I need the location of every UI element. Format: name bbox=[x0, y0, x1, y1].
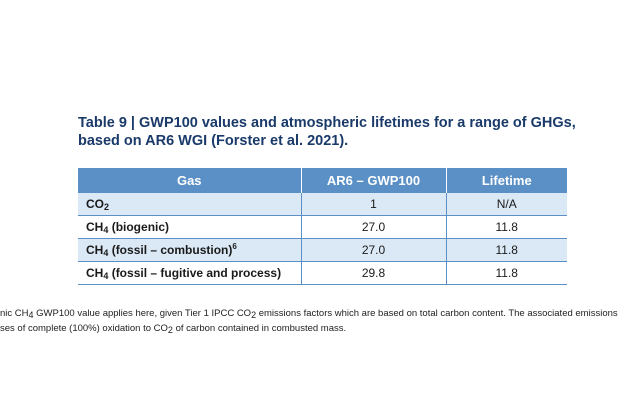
table-row: CH4 (fossil – combustion)6 27.0 11.8 bbox=[78, 238, 567, 262]
gas-cell: CH4 (biogenic) bbox=[78, 215, 302, 239]
footnote-line-1: nic CH4 GWP100 value applies here, given… bbox=[0, 307, 640, 322]
table-caption: Table 9 | GWP100 values and atmospheric … bbox=[78, 114, 618, 150]
gas-footnote-ref: 6 bbox=[232, 242, 237, 251]
caption-line-1: Table 9 | GWP100 values and atmospheric … bbox=[78, 115, 576, 131]
gas-name: CO bbox=[86, 197, 104, 211]
gas-subscript: 2 bbox=[104, 202, 110, 212]
gas-cell: CH4 (fossil – fugitive and process) bbox=[78, 261, 302, 285]
gwp-cell: 29.8 bbox=[301, 261, 447, 285]
gwp-cell: 27.0 bbox=[301, 215, 447, 239]
footnote-fragment: emissions factors which are based on tot… bbox=[256, 308, 618, 319]
footnote-text: nic CH4 GWP100 value applies here, given… bbox=[0, 307, 640, 337]
table-row: CO2 1 N/A bbox=[78, 193, 567, 216]
footnote-fragment: of carbon contained in combusted mass. bbox=[172, 323, 347, 334]
gas-qualifier: (fossil – fugitive and process) bbox=[108, 266, 282, 280]
lifetime-cell: 11.8 bbox=[446, 238, 567, 262]
gas-name: CH bbox=[86, 220, 104, 234]
gas-subscript: 4 bbox=[103, 271, 109, 281]
footnote-fragment: GWP100 value applies here, given Tier 1 … bbox=[33, 308, 252, 319]
footnote-line-2: ses of complete (100%) oxidation to CO2 … bbox=[0, 322, 640, 337]
table-row: CH4 (fossil – fugitive and process) 29.8… bbox=[78, 261, 567, 285]
footnote-fragment: ses of complete (100%) oxidation to CO bbox=[0, 323, 168, 334]
footnote-fragment: nic CH bbox=[0, 308, 29, 319]
header-lifetime: Lifetime bbox=[446, 168, 567, 193]
gas-name: CH bbox=[86, 266, 104, 280]
lifetime-cell: 11.8 bbox=[446, 215, 567, 239]
footnote-subscript: 2 bbox=[167, 325, 173, 335]
gas-qualifier: (fossil – combustion) bbox=[108, 243, 233, 257]
gwp-cell: 1 bbox=[301, 193, 447, 216]
gas-name: CH bbox=[86, 243, 104, 257]
table-row: CH4 (biogenic) 27.0 11.8 bbox=[78, 215, 567, 239]
gas-subscript: 4 bbox=[103, 225, 109, 235]
caption-line-2: based on AR6 WGI (Forster et al. 2021). bbox=[78, 133, 349, 149]
gas-cell: CH4 (fossil – combustion)6 bbox=[78, 238, 302, 262]
header-gwp100: AR6 – GWP100 bbox=[301, 168, 447, 193]
ghg-table: Gas AR6 – GWP100 Lifetime CO2 1 N/A CH4 … bbox=[78, 168, 567, 285]
footnote-subscript: 4 bbox=[28, 310, 34, 320]
gwp-cell: 27.0 bbox=[301, 238, 447, 262]
gas-subscript: 4 bbox=[103, 248, 109, 258]
gas-qualifier: (biogenic) bbox=[108, 220, 170, 234]
gas-cell: CO2 bbox=[78, 193, 302, 216]
header-gas: Gas bbox=[78, 168, 302, 193]
lifetime-cell: N/A bbox=[446, 193, 567, 216]
lifetime-cell: 11.8 bbox=[446, 261, 567, 285]
table-header-row: Gas AR6 – GWP100 Lifetime bbox=[78, 168, 567, 193]
footnote-subscript: 2 bbox=[251, 310, 257, 320]
